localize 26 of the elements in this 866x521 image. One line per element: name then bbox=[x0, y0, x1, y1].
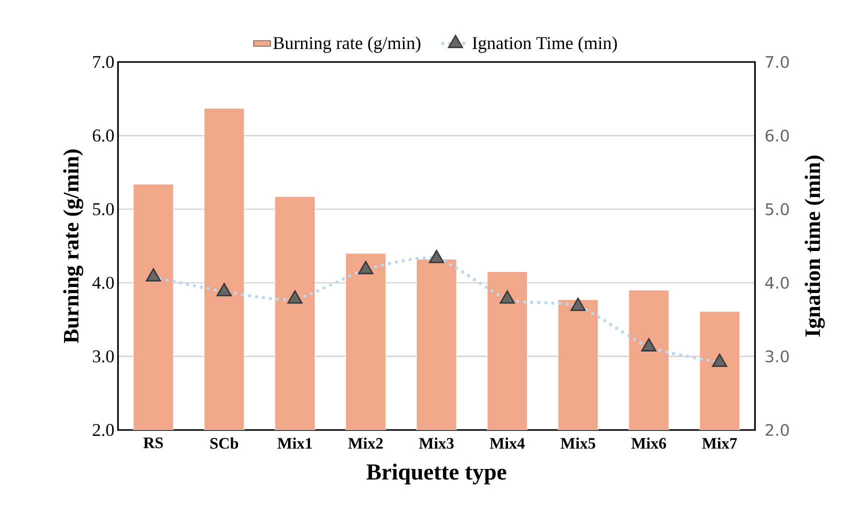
legend-label: Burning rate (g/min) bbox=[273, 36, 420, 53]
x-tick-label: Mix6 bbox=[631, 438, 666, 449]
y-tick-label: 4.0 bbox=[92, 276, 114, 289]
y2-tick-label: 6.0 bbox=[766, 130, 789, 142]
x-tick-label: RS bbox=[143, 438, 163, 448]
y2-tick-label: 5.0 bbox=[766, 203, 789, 216]
y-tick-label: 2.0 bbox=[92, 424, 114, 436]
y2-tick-label: 3.0 bbox=[766, 350, 789, 362]
legend-label: Ignation Time (min) bbox=[472, 36, 617, 53]
x-tick-label: Mix2 bbox=[348, 438, 383, 449]
y-tick-label: 5.0 bbox=[93, 203, 114, 216]
y2-tick-label: 7.0 bbox=[766, 56, 789, 68]
x-axis-title: Briquette type bbox=[366, 464, 506, 484]
y2-axis-title: Ignation time (min) bbox=[804, 156, 825, 337]
y-tick-label: 3.0 bbox=[92, 350, 114, 362]
y-tick-label: 7.0 bbox=[93, 56, 114, 68]
y-tick-label: 6.0 bbox=[92, 130, 114, 142]
y2-tick-label: 2.0 bbox=[766, 424, 789, 436]
x-tick-label: Mix1 bbox=[278, 438, 312, 449]
y2-tick-label: 4.0 bbox=[765, 276, 789, 289]
y-axis-title: Burning rate (g/min) bbox=[63, 150, 84, 344]
x-tick-label: SCb bbox=[210, 438, 238, 449]
x-tick-label: Mix3 bbox=[419, 438, 454, 449]
x-tick-label: Mix4 bbox=[490, 438, 525, 449]
x-tick-label: Mix7 bbox=[702, 438, 737, 449]
x-tick-label: Mix5 bbox=[560, 438, 596, 449]
